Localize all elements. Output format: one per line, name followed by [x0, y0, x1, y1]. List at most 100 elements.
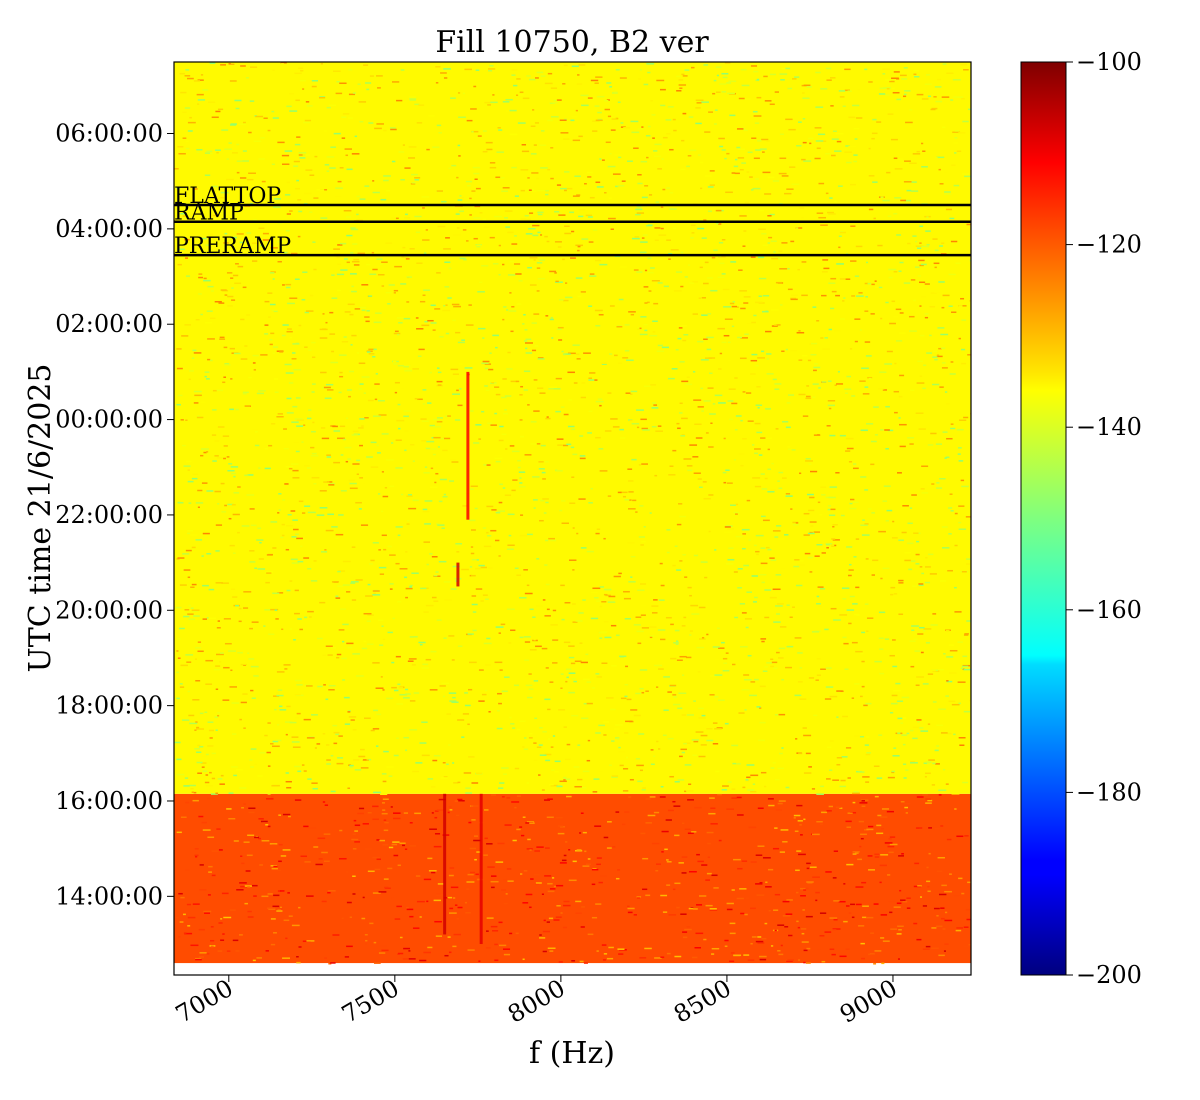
- noise-speckle: [633, 147, 639, 149]
- noise-speckle: [382, 780, 387, 783]
- noise-speckle: [830, 508, 836, 511]
- noise-speckle: [617, 362, 622, 364]
- noise-speckle: [283, 664, 291, 666]
- noise-speckle: [392, 360, 397, 363]
- noise-speckle: [771, 257, 779, 260]
- noise-speckle: [400, 283, 407, 285]
- noise-speckle: [794, 830, 799, 833]
- noise-speckle: [267, 292, 273, 294]
- noise-speckle: [347, 117, 354, 119]
- noise-speckle: [598, 313, 604, 316]
- noise-speckle: [195, 647, 202, 649]
- noise-speckle: [739, 290, 747, 292]
- noise-speckle: [466, 881, 475, 883]
- noise-speckle: [649, 334, 658, 337]
- noise-speckle: [767, 798, 774, 800]
- noise-speckle: [601, 600, 607, 603]
- noise-speckle: [374, 127, 382, 130]
- noise-speckle: [514, 767, 520, 770]
- noise-speckle: [286, 412, 294, 414]
- noise-speckle: [432, 418, 440, 421]
- noise-speckle: [860, 833, 867, 836]
- noise-speckle: [669, 148, 674, 151]
- noise-speckle: [295, 717, 299, 719]
- noise-speckle: [631, 131, 640, 134]
- noise-speckle: [304, 616, 308, 619]
- noise-speckle: [587, 858, 591, 860]
- noise-speckle: [433, 436, 441, 439]
- noise-speckle: [435, 571, 439, 573]
- noise-speckle: [393, 854, 399, 857]
- noise-speckle: [850, 260, 857, 262]
- noise-speckle: [366, 310, 370, 312]
- noise-speckle: [721, 238, 726, 241]
- noise-speckle: [755, 149, 762, 151]
- noise-speckle: [754, 301, 763, 304]
- noise-speckle: [743, 564, 749, 567]
- noise-speckle: [427, 946, 433, 949]
- noise-speckle: [855, 295, 864, 297]
- noise-speckle: [200, 237, 207, 240]
- noise-speckle: [506, 368, 513, 370]
- noise-speckle: [487, 68, 496, 70]
- noise-speckle: [519, 477, 522, 479]
- noise-speckle: [176, 758, 182, 761]
- noise-speckle: [307, 568, 312, 570]
- noise-speckle: [663, 709, 669, 712]
- noise-speckle: [197, 772, 203, 774]
- noise-speckle: [690, 66, 695, 69]
- noise-speckle: [565, 758, 571, 761]
- noise-speckle: [934, 749, 939, 752]
- noise-speckle: [366, 263, 371, 266]
- noise-speckle: [470, 574, 476, 577]
- noise-speckle: [948, 700, 956, 703]
- noise-speckle: [924, 316, 929, 319]
- noise-speckle: [821, 381, 827, 383]
- noise-speckle: [329, 333, 336, 335]
- noise-speckle: [194, 854, 199, 857]
- noise-speckle: [532, 476, 540, 478]
- noise-speckle: [456, 551, 460, 553]
- noise-speckle: [598, 724, 605, 727]
- noise-speckle: [285, 286, 291, 289]
- noise-speckle: [380, 793, 388, 796]
- noise-speckle: [496, 151, 504, 153]
- noise-speckle: [194, 855, 198, 858]
- noise-speckle: [762, 151, 765, 153]
- noise-speckle: [209, 152, 213, 155]
- noise-speckle: [501, 690, 508, 693]
- noise-speckle: [670, 657, 677, 660]
- noise-speckle: [523, 218, 531, 221]
- noise-speckle: [418, 104, 425, 106]
- noise-speckle: [800, 895, 806, 897]
- noise-speckle: [349, 313, 354, 316]
- noise-speckle: [195, 318, 200, 321]
- noise-speckle: [885, 405, 890, 408]
- noise-speckle: [711, 947, 720, 950]
- noise-speckle: [959, 419, 967, 421]
- noise-speckle: [533, 680, 539, 682]
- noise-speckle: [229, 347, 235, 350]
- noise-speckle: [317, 685, 323, 688]
- noise-speckle: [202, 584, 209, 587]
- noise-speckle: [461, 196, 465, 199]
- noise-speckle: [482, 527, 487, 529]
- noise-speckle: [240, 663, 247, 666]
- noise-speckle: [368, 353, 375, 355]
- noise-speckle: [197, 415, 200, 417]
- noise-speckle: [293, 165, 299, 167]
- noise-speckle: [660, 206, 664, 208]
- noise-speckle: [462, 713, 470, 715]
- noise-speckle: [779, 73, 788, 75]
- noise-speckle: [252, 959, 256, 962]
- noise-speckle: [618, 298, 624, 301]
- noise-speckle: [489, 65, 494, 67]
- noise-speckle: [744, 98, 751, 100]
- noise-speckle: [625, 756, 629, 759]
- noise-speckle: [288, 93, 294, 95]
- noise-speckle: [829, 486, 837, 488]
- noise-speckle: [469, 488, 474, 491]
- noise-speckle: [253, 675, 259, 677]
- noise-speckle: [950, 99, 954, 101]
- noise-speckle: [808, 556, 814, 559]
